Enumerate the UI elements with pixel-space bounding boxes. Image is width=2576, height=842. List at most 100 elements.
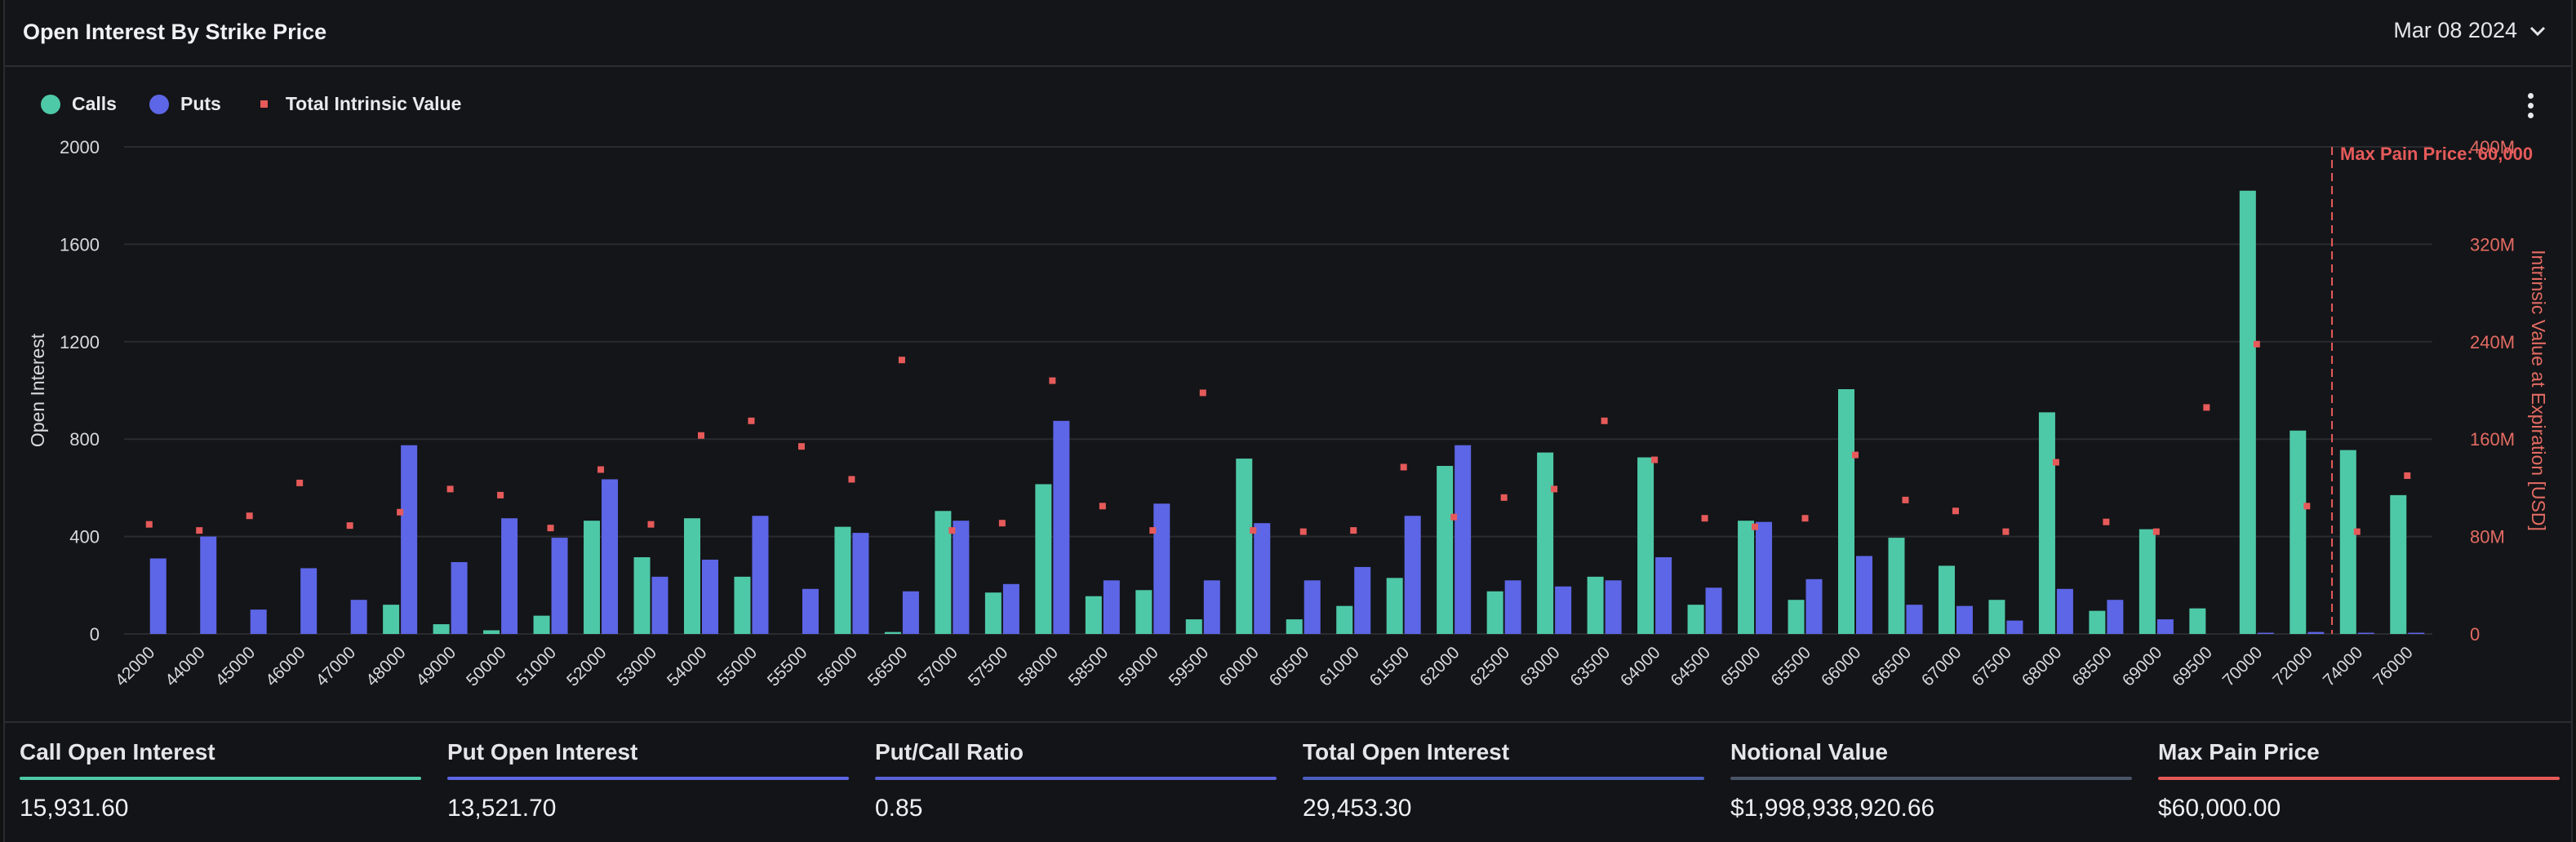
x-tick-label: 52000 — [563, 643, 611, 690]
puts-bar — [300, 568, 318, 634]
puts-bar — [250, 609, 267, 634]
x-tick-label: 45000 — [212, 643, 260, 690]
x-tick-label: 67000 — [1918, 643, 1965, 690]
y-tick-label: 0 — [90, 624, 100, 645]
calls-bar — [734, 576, 751, 634]
x-tick-label: 50000 — [463, 643, 510, 690]
x-tick-label: 56500 — [864, 643, 912, 690]
y-tick-label: 2000 — [60, 137, 100, 157]
calls-bar — [584, 521, 601, 634]
calls-bar — [1085, 596, 1102, 634]
puts-bar — [702, 559, 718, 634]
calls-bar — [2189, 608, 2206, 634]
y-axis-title: Open Interest — [27, 333, 48, 447]
puts-bar — [1856, 556, 1872, 634]
calls-swatch — [41, 94, 60, 114]
puts-bar — [2357, 632, 2374, 634]
calls-bar — [2390, 494, 2407, 634]
stat-value: 15,931.60 — [20, 795, 129, 822]
tiv-marker — [1551, 485, 1558, 493]
stat-label: Notional Value — [1730, 739, 1888, 764]
x-tick-label: 70000 — [2219, 643, 2267, 690]
more-options-icon[interactable] — [2524, 93, 2537, 122]
calls-bar — [1236, 459, 1253, 634]
tiv-marker — [2253, 340, 2260, 348]
stat-put-call-ratio: Put/Call Ratio 0.85 — [875, 739, 1277, 822]
calls-bar — [2089, 610, 2106, 634]
calls-bar — [1386, 578, 1403, 634]
y2-tick-label: 240M — [2470, 332, 2515, 352]
tiv-marker — [296, 479, 304, 486]
x-tick-label: 55500 — [764, 643, 811, 690]
stats-bar: Call Open Interest 15,931.60 Put Open In… — [5, 721, 2571, 842]
puts-bar — [1655, 556, 1672, 634]
legend-puts[interactable]: Puts — [149, 93, 221, 115]
puts-bar — [451, 561, 468, 634]
tiv-marker — [1299, 528, 1307, 535]
calls-bar — [1185, 619, 1202, 634]
calls-bar — [1286, 619, 1303, 634]
calls-bar — [2239, 190, 2256, 635]
chart-panel: Open Interest By Strike Price Mar 08 202… — [3, 0, 2573, 842]
y2-tick-label: 80M — [2470, 527, 2505, 547]
puts-bar — [602, 479, 619, 634]
stat-label: Max Pain Price — [2158, 739, 2320, 764]
x-tick-label: 47000 — [313, 643, 360, 690]
tiv-marker — [1400, 463, 1407, 471]
stat-value: $60,000.00 — [2158, 795, 2281, 822]
date-value: Mar 08 2024 — [2393, 18, 2517, 42]
x-tick-label: 61500 — [1366, 643, 1414, 690]
tiv-marker — [1651, 456, 1659, 463]
stat-notional-value: Notional Value $1,998,938,920.66 — [1730, 739, 2132, 822]
y2-tick-label: 160M — [2470, 429, 2515, 450]
puts-bar — [1103, 580, 1120, 634]
legend-calls[interactable]: Calls — [41, 93, 117, 115]
x-tick-label: 74000 — [2320, 643, 2367, 690]
legend-calls-label: Calls — [72, 93, 117, 114]
calls-bar — [1938, 565, 1955, 634]
puts-bar — [1555, 586, 1572, 634]
calls-bar — [1788, 600, 1805, 634]
tiv-marker — [647, 521, 655, 528]
x-tick-label: 56000 — [814, 643, 861, 690]
stat-put-oi: Put Open Interest 13,521.70 — [447, 739, 849, 822]
chart-legend: Calls Puts Total Intrinsic Value — [41, 93, 494, 115]
calls-bar — [1838, 389, 1854, 634]
calls-bar — [984, 592, 1002, 634]
puts-bar — [1304, 580, 1321, 634]
x-tick-label: 54000 — [664, 643, 711, 690]
x-tick-label: 61000 — [1316, 643, 1363, 690]
tiv-marker — [1500, 494, 1508, 501]
calls-bar — [533, 615, 550, 634]
panel-header: Open Interest By Strike Price Mar 08 202… — [5, 0, 2571, 67]
puts-bar — [1002, 583, 1019, 634]
chevron-down-icon — [2529, 26, 2546, 36]
max-pain-label: Max Pain Price: 60,000 — [2340, 144, 2533, 164]
x-tick-label: 57000 — [914, 643, 962, 690]
tiv-marker — [246, 512, 253, 520]
x-tick-label: 62000 — [1416, 643, 1463, 690]
puts-bar — [1053, 420, 1070, 634]
puts-bar — [401, 445, 418, 634]
y-tick-label: 1200 — [60, 332, 100, 352]
tiv-marker — [145, 521, 153, 528]
tiv-marker — [1250, 527, 1257, 534]
calls-bar — [684, 518, 700, 634]
panel-title: Open Interest By Strike Price — [23, 20, 327, 44]
puts-bar — [1404, 516, 1421, 634]
puts-bar — [651, 576, 668, 634]
legend-tiv[interactable]: Total Intrinsic Value — [254, 93, 461, 115]
tiv-marker — [1450, 513, 1458, 521]
puts-bar — [1705, 587, 1722, 634]
x-tick-label: 59000 — [1115, 643, 1162, 690]
puts-bar — [1605, 580, 1622, 634]
x-tick-label: 60000 — [1215, 643, 1263, 690]
date-dropdown[interactable]: Mar 08 2024 — [2393, 18, 2547, 43]
x-tick-label: 68500 — [2068, 643, 2116, 690]
x-tick-label: 69000 — [2119, 643, 2166, 690]
puts-bar — [902, 591, 919, 634]
tiv-marker — [1099, 503, 1106, 510]
x-tick-label: 58500 — [1065, 643, 1113, 690]
calls-bar — [1637, 457, 1654, 634]
x-tick-label: 62500 — [1467, 643, 1514, 690]
